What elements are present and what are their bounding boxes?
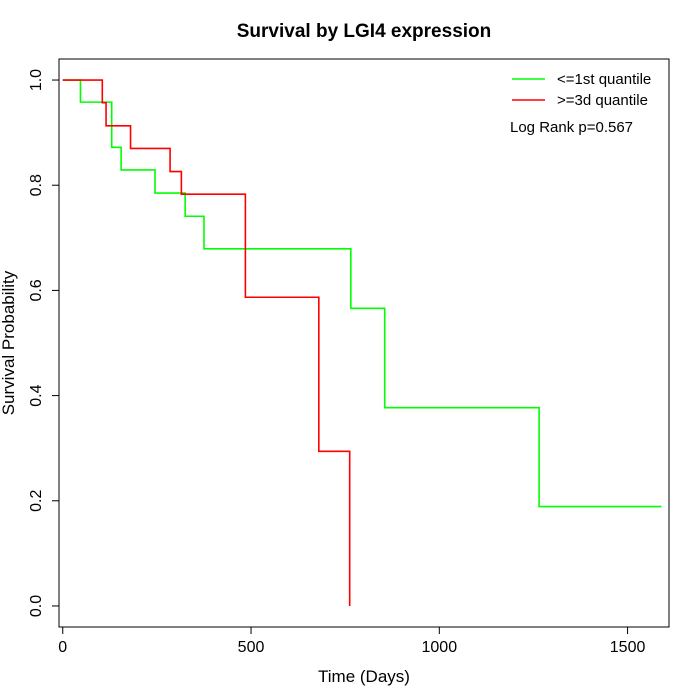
x-tick-label: 500 [238, 639, 265, 656]
legend: <=1st quantile >=3d quantile [512, 71, 651, 109]
x-tick-label: 1000 [422, 639, 458, 656]
x-axis-label: Time (Days) [318, 667, 410, 686]
log-rank-annotation: Log Rank p=0.567 [510, 119, 633, 136]
y-tick-label: 0.8 [28, 174, 45, 196]
y-tick-label: 0.2 [28, 490, 45, 512]
y-axis-label: Survival Probability [0, 270, 18, 415]
x-tick-label: 0 [58, 639, 67, 656]
x-axis: 0 500 1000 1500 [58, 627, 645, 656]
legend-label-1: >=3d quantile [557, 92, 648, 109]
chart-title: Survival by LGI4 expression [237, 21, 492, 42]
y-tick-label: 0.6 [28, 279, 45, 301]
y-tick-label: 1.0 [28, 69, 45, 91]
series-line-1 [62, 79, 351, 606]
series-line-0 [62, 79, 662, 508]
y-tick-label: 0.4 [28, 384, 45, 406]
y-tick-label: 0.0 [28, 595, 45, 617]
legend-label-0: <=1st quantile [557, 71, 651, 88]
y-axis: 0.0 0.2 0.4 0.6 0.8 1.0 [28, 69, 59, 617]
series-layer [62, 79, 662, 606]
plot-frame [58, 58, 670, 628]
x-tick-label: 1500 [610, 639, 646, 656]
